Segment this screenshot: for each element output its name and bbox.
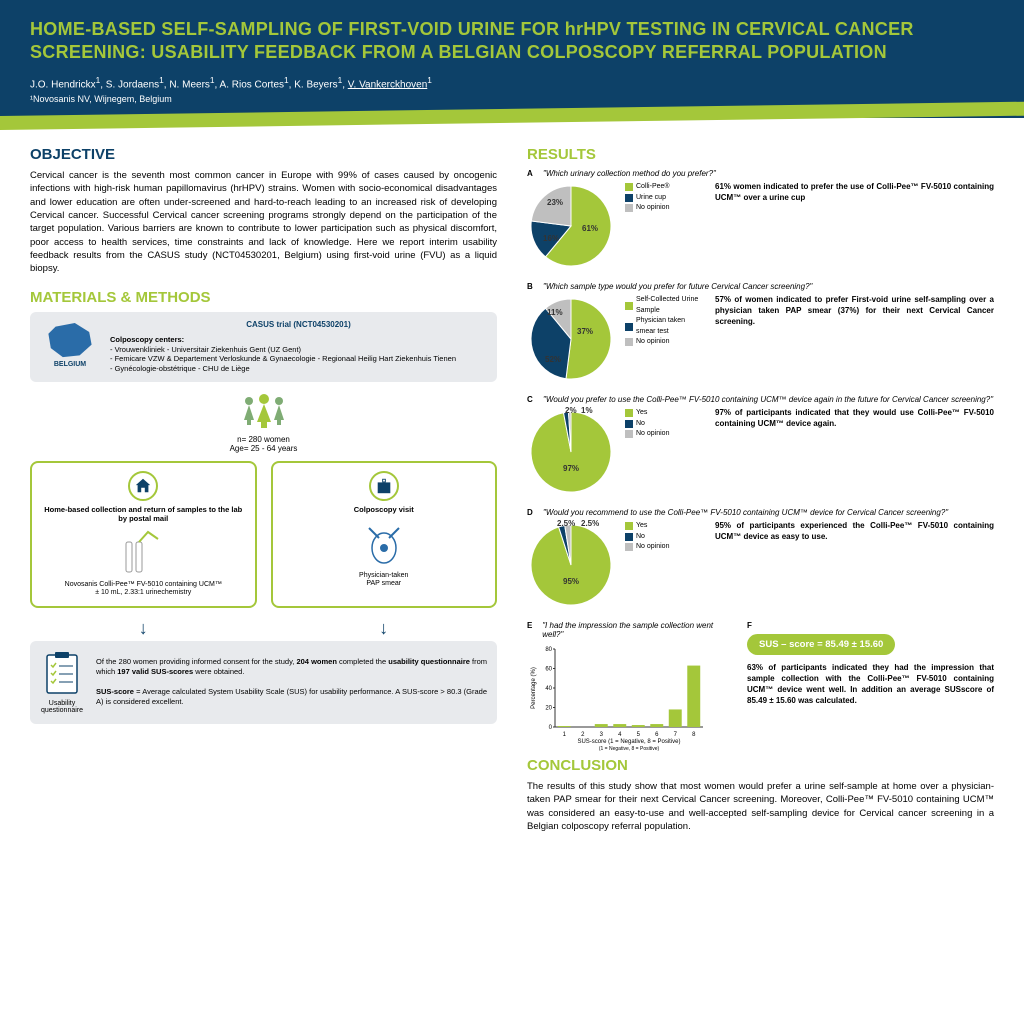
svg-text:2: 2 [581, 732, 585, 738]
n-text: n= 280 women Age= 25 - 64 years [30, 435, 497, 453]
results-heading: RESULTS [527, 146, 994, 163]
centers-text: CASUS trial (NCT04530201) Colposcopy cen… [110, 320, 487, 373]
result-text-B: 57% of women indicated to prefer First-v… [715, 295, 994, 327]
flow-box-home: Home-based collection and return of samp… [30, 461, 257, 608]
pap-icon [281, 518, 488, 568]
questionnaire-box: Usability questionnaire Of the 280 women… [30, 641, 497, 724]
pie-chart-D: 95%2.5%2.5% [527, 521, 615, 609]
svg-text:80: 80 [545, 647, 552, 653]
svg-text:7: 7 [674, 732, 678, 738]
belgium-map: BELGIUM [40, 320, 100, 370]
content: OBJECTIVE Cervical cancer is the seventh… [0, 118, 1024, 843]
result-text-A: 61% women indicated to prefer the use of… [715, 182, 994, 204]
flow-title-colpo: Colposcopy visit [281, 505, 488, 514]
left-column: OBJECTIVE Cervical cancer is the seventh… [30, 146, 497, 833]
trial-title: CASUS trial (NCT04530201) [110, 320, 487, 330]
people-icon-row [30, 392, 497, 431]
svg-text:Percentage (%): Percentage (%) [531, 667, 537, 709]
legend-A: Colli-Pee®Urine cupNo opinion [625, 182, 705, 214]
map-label: BELGIUM [54, 361, 86, 368]
conclusion-text: The results of this study show that most… [527, 780, 994, 833]
flow-title-home: Home-based collection and return of samp… [40, 505, 247, 523]
result-A: A"Which urinary collection method do you… [527, 169, 994, 270]
flow-desc-colpo: Physician-taken PAP smear [281, 572, 488, 589]
legend-B: Self-Collected Urine SamplePhysician tak… [625, 295, 705, 348]
svg-text:4: 4 [618, 732, 622, 738]
bar-chart-E: 12345678020406080SUS-score (1 = Negative… [527, 643, 707, 753]
result-B: B"Which sample type would you prefer for… [527, 282, 994, 383]
svg-text:20: 20 [545, 706, 552, 712]
questionnaire-text: Of the 280 women providing informed cons… [96, 657, 487, 708]
result-text-C: 97% of participants indicated that they … [715, 408, 994, 430]
affiliation: ¹Novosanis NV, Wijnegem, Belgium [30, 94, 994, 104]
pie-chart-A: 61%16%23% [527, 182, 615, 270]
conclusion-heading: CONCLUSION [527, 757, 994, 774]
flow-desc-home: Novosanis Colli-Pee™ FV-5010 containing … [40, 581, 247, 598]
right-column: RESULTS A"Which urinary collection metho… [527, 146, 994, 833]
results-container: A"Which urinary collection method do you… [527, 169, 994, 753]
authors: J.O. Hendrickx1, S. Jordaens1, N. Meers1… [30, 75, 994, 90]
methods-flow: Home-based collection and return of samp… [30, 461, 497, 608]
poster-title: HOME-BASED SELF-SAMPLING OF FIRST-VOID U… [30, 18, 994, 65]
home-icon [128, 471, 158, 501]
arrow-down-icon: ↓ [30, 618, 257, 639]
svg-text:5: 5 [637, 732, 641, 738]
flow-box-colpo: Colposcopy visit Physician-taken PAP sme… [271, 461, 498, 608]
result-C: C"Would you prefer to use the Colli-Pee™… [527, 395, 994, 496]
objective-text: Cervical cancer is the seventh most comm… [30, 169, 497, 275]
sus-badge: SUS – score = 85.49 ± 15.60 [747, 634, 895, 655]
materials-heading: MATERIALS & METHODS [30, 289, 497, 306]
belgium-icon [46, 323, 94, 359]
people-icon [229, 392, 299, 431]
svg-text:8: 8 [692, 732, 696, 738]
result-text-F: 63% of participants indicated they had t… [747, 663, 994, 706]
arrow-down-icon: ↓ [271, 618, 498, 639]
hospital-icon [369, 471, 399, 501]
questionnaire-icon: Usability questionnaire [40, 651, 84, 714]
svg-text:0: 0 [549, 725, 553, 731]
svg-text:60: 60 [545, 667, 552, 673]
methods-centers-box: BELGIUM CASUS trial (NCT04530201) Colpos… [30, 312, 497, 381]
result-D: D"Would you recommend to use the Colli-P… [527, 508, 994, 609]
result-text-D: 95% of participants experienced the Coll… [715, 521, 994, 543]
pie-chart-B: 52%37%11% [527, 295, 615, 383]
collipee-icon [40, 527, 247, 577]
header: HOME-BASED SELF-SAMPLING OF FIRST-VOID U… [0, 0, 1024, 118]
objective-heading: OBJECTIVE [30, 146, 497, 163]
legend-C: YesNoNo opinion [625, 408, 705, 440]
svg-text:40: 40 [545, 686, 552, 692]
arrows-row: ↓ ↓ [30, 616, 497, 641]
legend-D: YesNoNo opinion [625, 521, 705, 553]
svg-text:(1 = Negative, 8 = Positive): (1 = Negative, 8 = Positive) [599, 746, 660, 752]
svg-text:6: 6 [655, 732, 659, 738]
svg-text:1: 1 [563, 732, 567, 738]
svg-text:SUS-score (1 = Negative, 8 = P: SUS-score (1 = Negative, 8 = Positive) [577, 739, 680, 745]
pie-chart-C: 97%2%1% [527, 408, 615, 496]
result-EF: E"I had the impression the sample collec… [527, 621, 994, 753]
svg-text:3: 3 [600, 732, 604, 738]
